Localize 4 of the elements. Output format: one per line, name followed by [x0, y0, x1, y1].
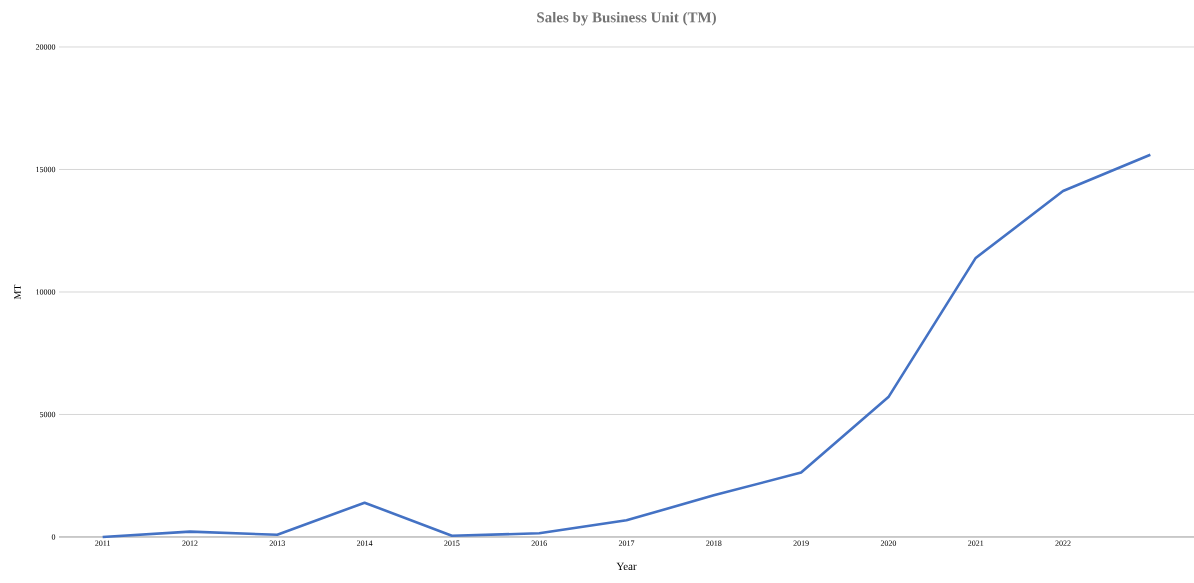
x-axis-title: Year	[616, 562, 637, 571]
chart-title: Sales by Business Unit (TM)	[537, 11, 716, 26]
line-series	[101, 153, 1152, 539]
y-axis-title: MT	[14, 284, 21, 300]
